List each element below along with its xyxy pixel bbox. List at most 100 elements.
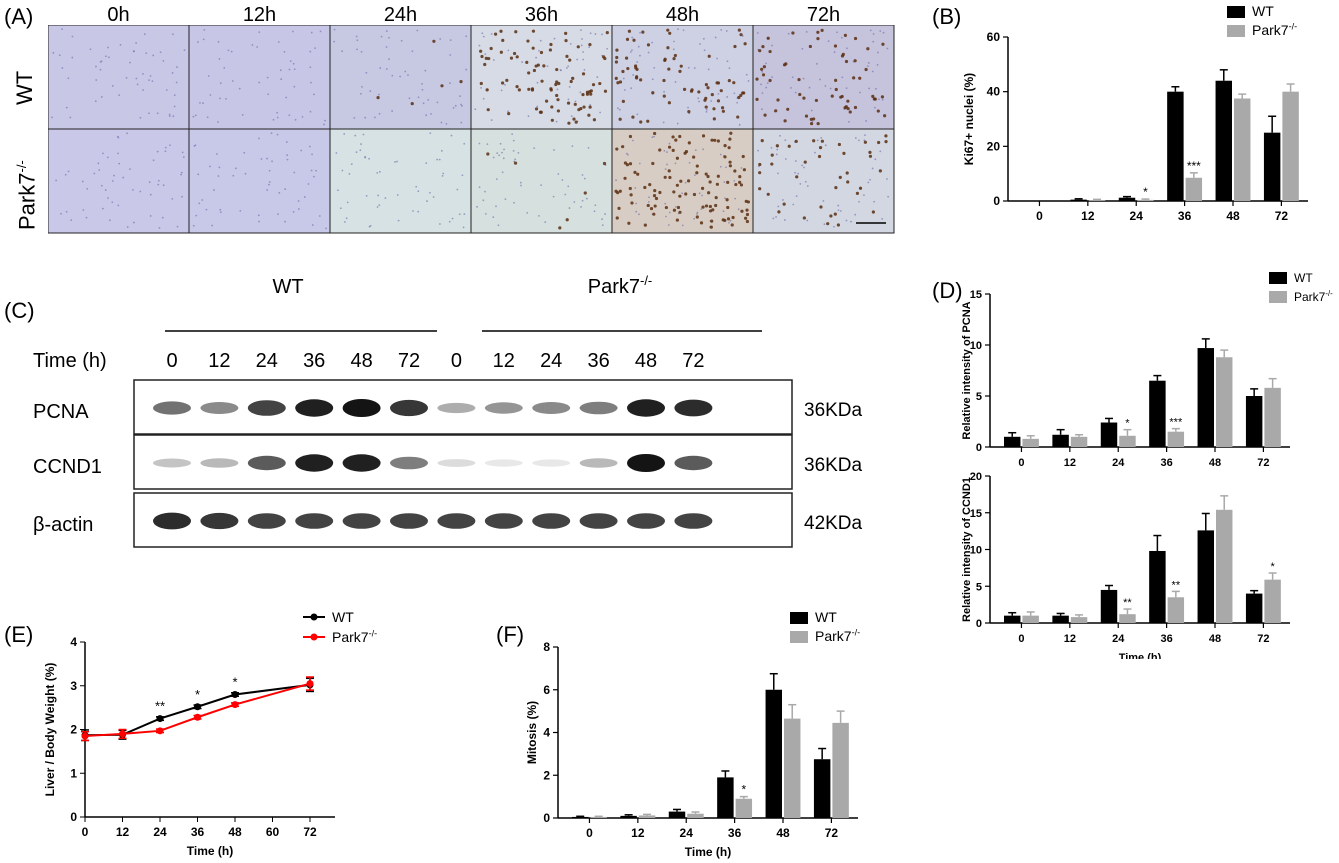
nucleus-dot [93,172,96,175]
stained-nucleus [695,215,699,219]
nucleus-dot [568,207,571,209]
blot-band [342,513,381,529]
nucleus-dot [653,135,655,138]
nucleus-dot [289,60,292,63]
stained-nucleus [615,216,619,220]
stained-nucleus [671,135,675,139]
stained-nucleus [855,191,860,196]
nucleus-dot [360,50,363,53]
stained-nucleus [627,221,631,225]
stained-nucleus [576,45,580,49]
nucleus-dot [292,62,295,65]
blot-band [342,454,381,472]
nucleus-dot [86,188,89,190]
stained-nucleus [871,94,875,98]
b-significance: * [1143,185,1148,199]
nucleus-dot [131,188,134,191]
d1-bar-park7-36 [1167,431,1185,447]
nucleus-dot [606,47,609,50]
stained-nucleus [493,32,498,36]
nucleus-dot [292,210,295,213]
nucleus-dot [604,213,606,215]
nucleus-dot [314,47,317,50]
nucleus-dot [716,57,719,60]
nucleus-dot [105,55,107,58]
d-legend-swatch-0 [1269,272,1287,284]
stained-nucleus [848,110,852,114]
d2-bar-wt-24 [1100,589,1118,623]
stained-nucleus [649,206,654,211]
nucleus-dot [630,87,633,90]
nucleus-dot [277,41,280,43]
nucleus-dot [244,172,247,175]
stained-nucleus [731,215,735,220]
stained-nucleus [617,206,621,210]
blot-band [153,458,191,468]
f-bar-wt-36 [717,777,734,818]
nucleus-dot [257,214,260,217]
nucleus-dot [309,66,312,69]
nucleus-dot [205,208,208,211]
nucleus-dot [285,96,288,99]
nucleus-dot [781,199,784,201]
f-bar-park7-12 [638,815,656,818]
stained-nucleus [636,172,640,176]
nucleus-dot [417,210,420,213]
f-xlabel: Time (h) [685,845,731,859]
nucleus-dot [356,48,358,51]
blot-size-0: 36KDa [804,400,863,421]
stained-nucleus [667,145,672,149]
d2-bar-wt-48 [1197,530,1214,623]
nucleus-dot [297,200,300,202]
nucleus-dot [286,154,288,156]
nucleus-dot [95,79,98,81]
nucleus-dot [699,43,701,45]
d1-ytick-label: 5 [976,391,982,403]
nucleus-dot [738,123,741,126]
stained-nucleus [782,202,786,206]
stained-nucleus [675,156,679,160]
nucleus-dot [674,205,677,208]
stained-nucleus [616,191,620,195]
d1-xtick-label: 72 [1257,457,1269,469]
nucleus-dot [126,132,128,135]
nucleus-dot [635,210,638,213]
nucleus-dot [135,77,138,80]
nucleus-dot [636,113,639,116]
nucleus-dot [407,74,409,77]
nucleus-dot [869,178,871,181]
nucleus-dot [313,175,315,178]
stained-nucleus [682,87,687,91]
b-xtick-label: 72 [1275,209,1289,223]
stained-nucleus [830,94,834,98]
stained-nucleus [632,38,636,42]
nucleus-dot [171,72,174,74]
nucleus-dot [345,217,348,220]
nucleus-dot [794,171,796,174]
f-significance: * [742,783,747,797]
nucleus-dot [313,93,315,96]
nucleus-dot [52,51,55,54]
nucleus-dot [432,196,435,198]
lane-time-label: 48 [350,350,372,372]
nucleus-dot [629,51,632,53]
nucleus-dot [486,143,489,146]
stained-nucleus [846,106,850,111]
stained-nucleus [540,79,544,83]
nucleus-dot [182,156,185,159]
stained-nucleus [549,87,553,91]
stained-nucleus [710,92,714,97]
nucleus-dot [465,68,468,71]
nucleus-dot [639,54,641,57]
stained-nucleus [725,198,729,202]
panel-c-label: (C) [4,298,35,323]
nucleus-dot [238,87,241,90]
e-significance: * [195,687,200,702]
stained-nucleus [550,118,554,122]
d1-bar-wt-72 [1245,396,1263,447]
d1-bar-park7-0 [1022,438,1039,447]
nucleus-dot [97,162,100,165]
nucleus-dot [427,98,430,101]
nucleus-dot [810,109,813,112]
